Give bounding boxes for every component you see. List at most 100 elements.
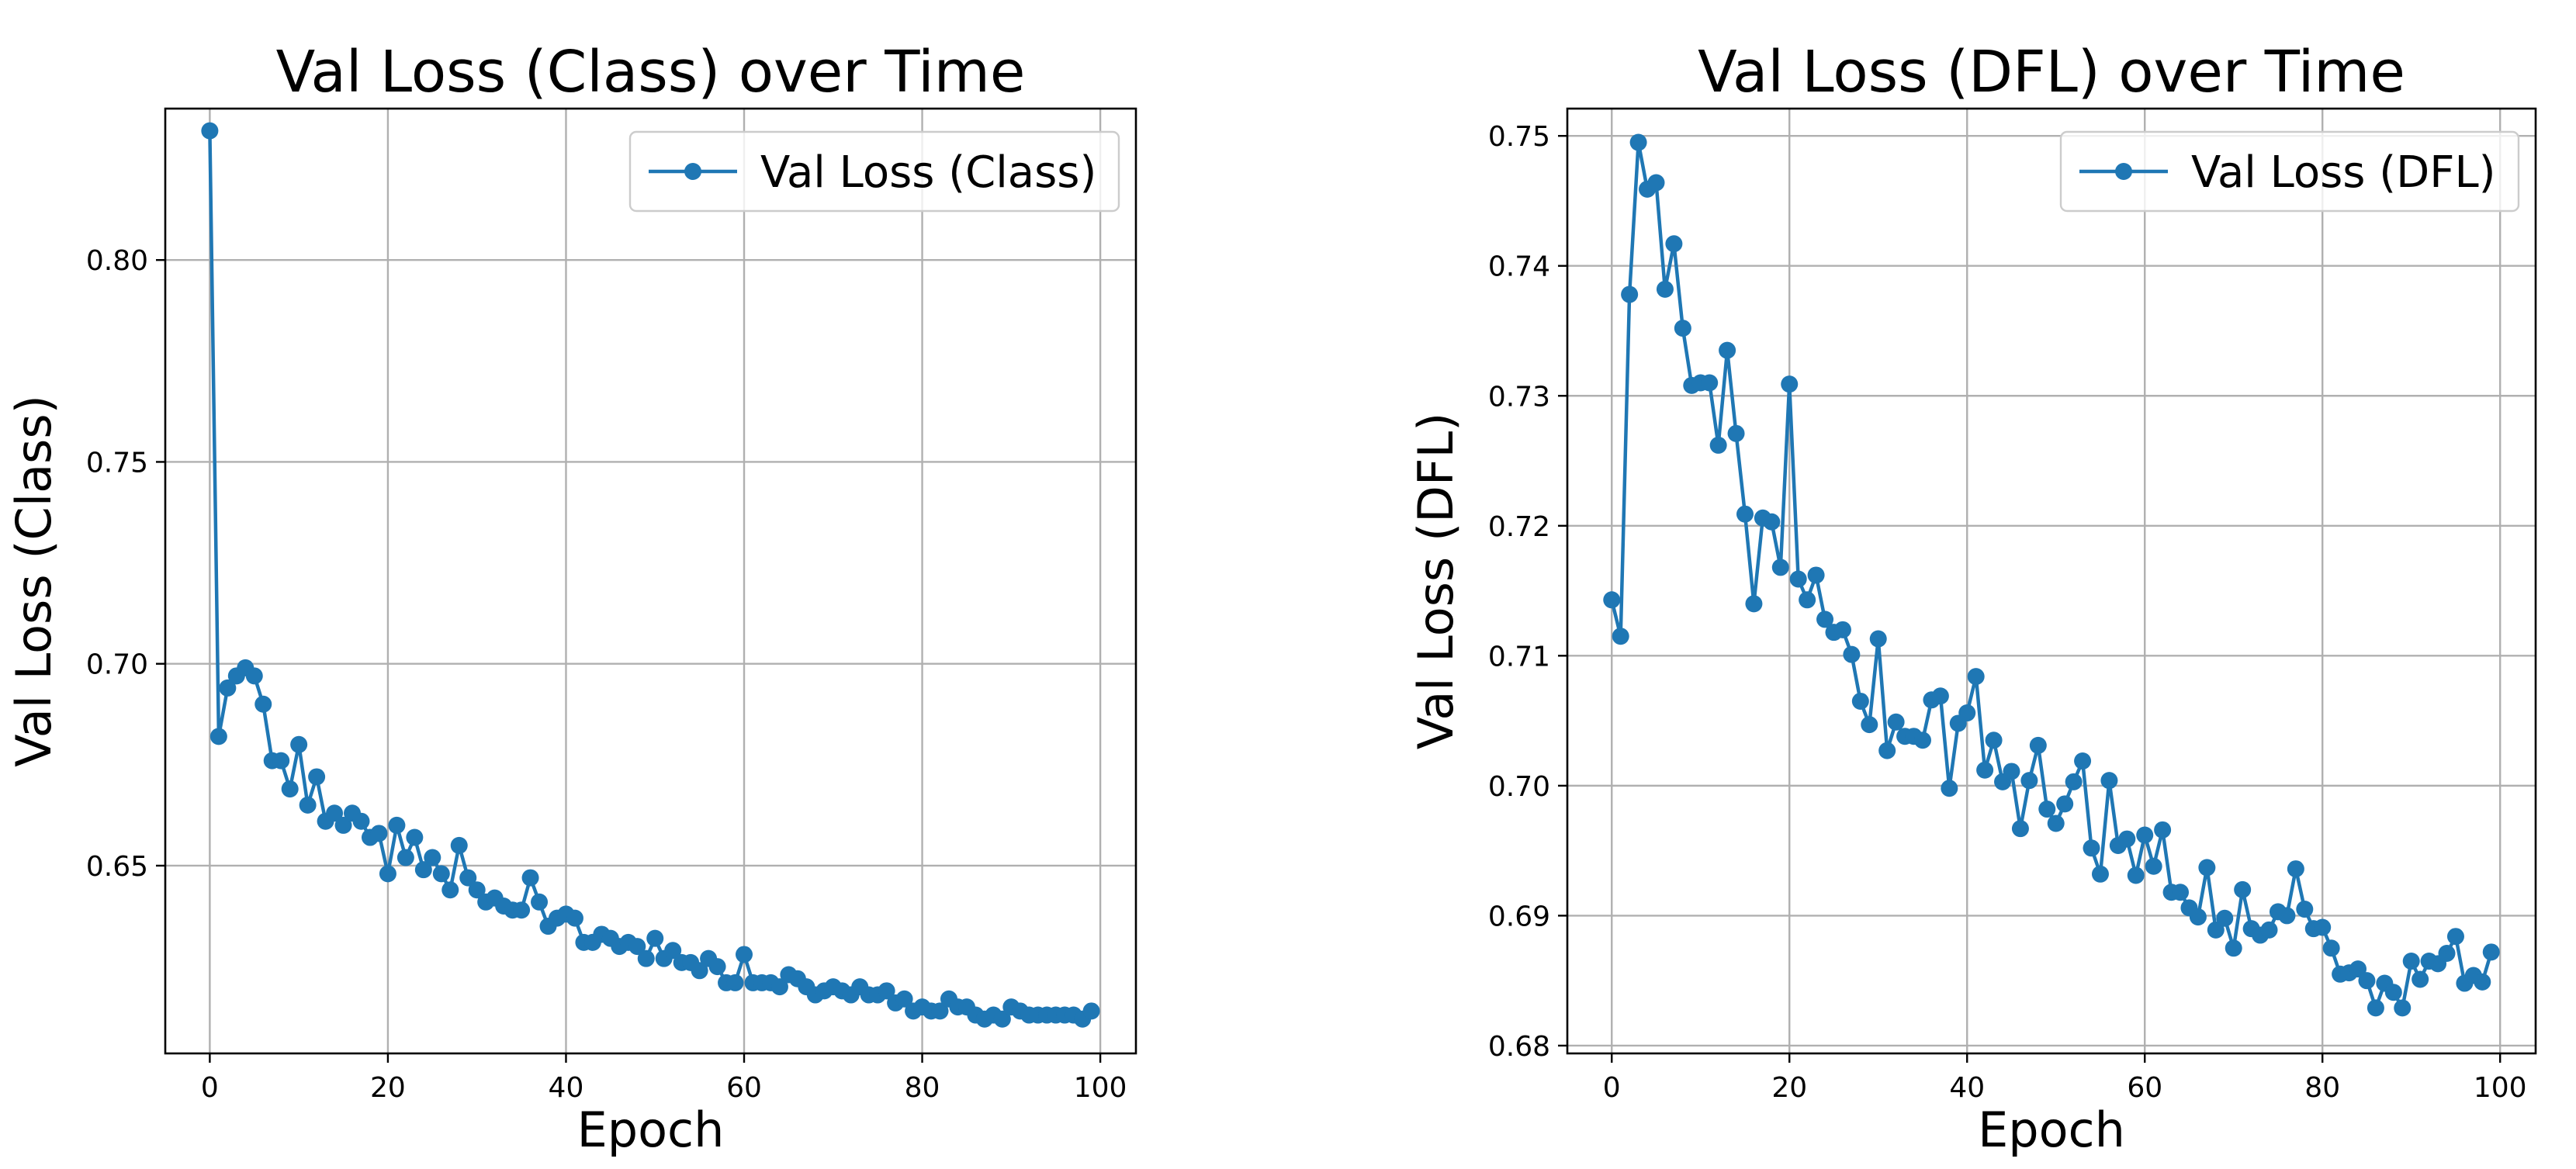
data-point bbox=[2474, 973, 2491, 991]
data-point bbox=[2234, 880, 2252, 898]
data-point bbox=[646, 929, 664, 947]
data-point bbox=[219, 679, 237, 697]
data-point bbox=[1727, 424, 1745, 442]
data-point bbox=[2091, 865, 2109, 883]
data-point bbox=[1958, 704, 1976, 722]
legend-box bbox=[628, 130, 1120, 213]
data-point bbox=[2367, 999, 2384, 1017]
data-point bbox=[770, 978, 788, 996]
data-point bbox=[2198, 859, 2216, 877]
data-point bbox=[290, 735, 308, 753]
data-point bbox=[1976, 761, 1994, 779]
data-point bbox=[424, 849, 441, 866]
data-point bbox=[1878, 742, 1896, 759]
data-point bbox=[326, 804, 344, 822]
series-line bbox=[208, 130, 1093, 1022]
data-point bbox=[2278, 907, 2296, 925]
x-tick-label: 40 bbox=[1949, 1072, 1985, 1104]
data-point bbox=[2287, 860, 2304, 878]
data-point bbox=[379, 865, 396, 883]
data-point bbox=[414, 861, 432, 879]
axes-frame bbox=[164, 107, 1137, 1055]
data-point bbox=[352, 812, 370, 830]
data-point bbox=[281, 780, 299, 798]
data-point bbox=[2056, 795, 2074, 813]
data-point bbox=[1674, 320, 1691, 337]
legend: Val Loss (Class) bbox=[628, 130, 1120, 213]
data-point bbox=[450, 836, 468, 854]
data-point bbox=[1985, 731, 2003, 749]
data-point bbox=[441, 881, 459, 899]
data-point bbox=[2172, 884, 2190, 901]
data-point bbox=[2136, 826, 2154, 844]
x-tick-label: 40 bbox=[549, 1072, 584, 1104]
data-point bbox=[1745, 595, 1763, 613]
data-point bbox=[531, 893, 549, 911]
y-tick-label: 0.71 bbox=[1488, 641, 1550, 673]
data-point bbox=[513, 901, 531, 919]
data-point bbox=[2154, 821, 2172, 839]
data-point bbox=[370, 825, 388, 842]
data-point bbox=[2003, 763, 2020, 780]
data-point bbox=[637, 949, 655, 967]
x-tick-label: 20 bbox=[370, 1072, 406, 1104]
data-point bbox=[1843, 645, 1861, 663]
data-point bbox=[878, 982, 895, 1000]
data-point bbox=[1807, 566, 1825, 584]
series-line bbox=[1610, 140, 2493, 1010]
axes-frame bbox=[1566, 107, 2537, 1055]
data-point bbox=[1771, 559, 1789, 576]
data-point bbox=[2384, 984, 2402, 1001]
data-point bbox=[1967, 668, 1985, 686]
data-point bbox=[521, 869, 539, 887]
data-point bbox=[468, 881, 486, 899]
x-tick-label: 80 bbox=[2304, 1072, 2340, 1104]
data-point bbox=[2482, 943, 2500, 961]
y-tick-label: 0.75 bbox=[1488, 121, 1550, 153]
data-point bbox=[736, 946, 753, 963]
data-point bbox=[334, 816, 352, 834]
x-tick-label: 0 bbox=[201, 1072, 219, 1104]
y-tick-label: 0.72 bbox=[1488, 511, 1550, 543]
data-point bbox=[2074, 752, 2092, 770]
data-point bbox=[2011, 820, 2029, 838]
y-tick-label: 0.70 bbox=[86, 649, 148, 681]
data-point bbox=[1833, 621, 1851, 638]
y-tick-label: 0.75 bbox=[86, 447, 148, 479]
data-point bbox=[2065, 773, 2083, 790]
data-point bbox=[1629, 133, 1647, 151]
x-tick-label: 60 bbox=[726, 1072, 762, 1104]
x-tick-label: 0 bbox=[1603, 1072, 1621, 1104]
data-point bbox=[1736, 505, 1754, 523]
data-point bbox=[895, 990, 913, 1008]
y-axis-label: Val Loss (DFL) bbox=[1407, 413, 1464, 750]
data-point bbox=[299, 796, 317, 814]
data-point bbox=[1931, 687, 1949, 705]
x-axis-label: Epoch bbox=[577, 1102, 725, 1158]
data-point bbox=[1913, 731, 1931, 749]
data-point bbox=[691, 962, 708, 980]
data-point bbox=[1656, 280, 1674, 298]
x-tick-label: 100 bbox=[2474, 1072, 2527, 1104]
data-point bbox=[1861, 716, 1878, 734]
data-point bbox=[272, 752, 290, 770]
data-point bbox=[2083, 839, 2100, 857]
data-point bbox=[708, 958, 726, 976]
data-point bbox=[2412, 970, 2429, 988]
data-point bbox=[1869, 630, 1887, 648]
data-point bbox=[2029, 736, 2047, 754]
data-point bbox=[2145, 857, 2162, 875]
legend-label: Val Loss (Class) bbox=[760, 147, 1096, 198]
data-point bbox=[308, 768, 326, 786]
y-tick-label: 0.80 bbox=[86, 245, 148, 277]
y-tick-label: 0.74 bbox=[1488, 251, 1550, 283]
data-point bbox=[1621, 285, 1639, 303]
data-point bbox=[2438, 944, 2456, 962]
data-point bbox=[209, 728, 227, 745]
x-tick-label: 60 bbox=[2127, 1072, 2162, 1104]
data-point bbox=[254, 695, 272, 713]
data-point bbox=[2100, 772, 2118, 790]
chart-2: 0 20 40 60 80 100 0.68 0.69 0.70 0.71 0.72 0.73 0.74… bbox=[1407, 39, 2537, 1158]
data-point bbox=[1719, 341, 1736, 359]
